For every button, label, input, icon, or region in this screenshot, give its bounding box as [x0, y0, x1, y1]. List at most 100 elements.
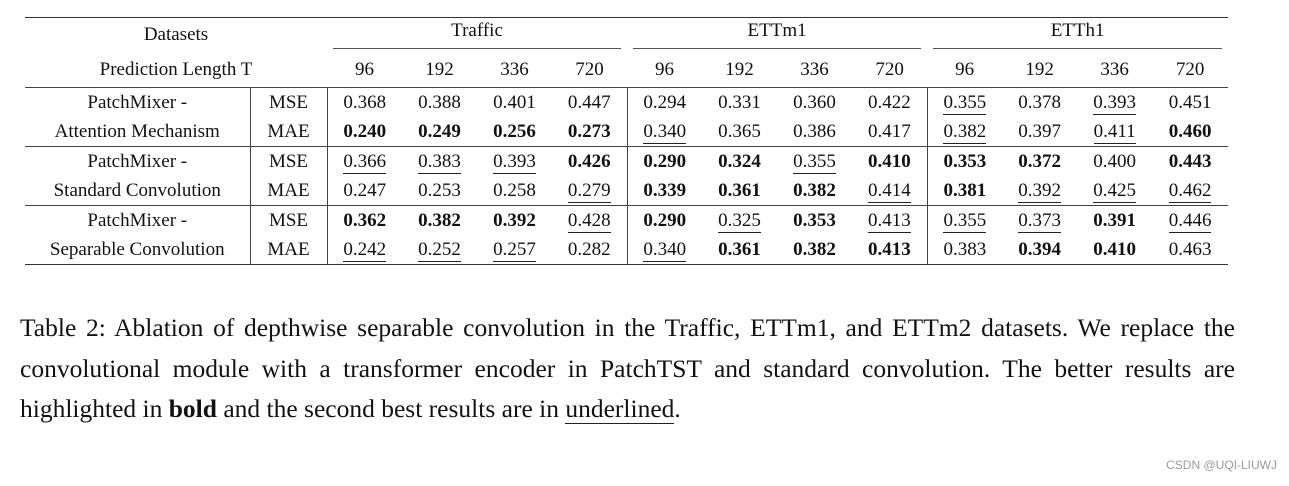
prediction-length-cell: 720	[875, 58, 904, 80]
value-text: 0.372	[1018, 151, 1061, 172]
prediction-length-cell: 720	[575, 58, 604, 80]
value-cell: 0.366	[327, 146, 402, 176]
datasets-label: Datasets	[25, 17, 327, 51]
value-cell: 0.360	[777, 87, 853, 117]
value-cell: 0.290	[627, 146, 703, 176]
value-text: 0.383	[943, 239, 987, 260]
prediction-length-cell: 720	[1175, 58, 1205, 80]
value-cell: 0.391	[1077, 205, 1153, 235]
value-cell: 0.257	[477, 235, 552, 265]
value-cell: 0.372	[1002, 146, 1078, 176]
value-text: 0.355	[943, 92, 987, 115]
value-cell: 0.382	[402, 205, 477, 235]
value-cell: 0.413	[852, 205, 928, 235]
prediction-length-cell: 96	[355, 58, 374, 80]
dataset-name-label: Traffic	[333, 21, 622, 49]
value-cell: 0.252	[402, 235, 477, 265]
value-cell: 0.258	[477, 176, 552, 206]
model-name-cell: PatchMixer -	[25, 205, 251, 235]
dataset-header-row: Datasets Traffic ETTm1 ETTh1	[25, 17, 1229, 51]
value-text: 0.397	[1018, 121, 1061, 142]
value-text: 0.242	[343, 239, 387, 262]
value-cell: 0.414	[852, 176, 928, 206]
value-text: 0.355	[793, 151, 836, 174]
value-text: 0.362	[343, 210, 387, 231]
value-text: 0.413	[867, 239, 911, 260]
value-cell: 0.382	[777, 176, 852, 206]
caption-text: .	[674, 394, 681, 423]
value-text: 0.463	[1168, 239, 1212, 260]
value-text: 0.383	[418, 151, 461, 174]
value-cell: 0.393	[1077, 87, 1153, 117]
metric-cell: MAE	[250, 117, 328, 147]
value-cell: 0.355	[927, 87, 1003, 117]
value-cell: 0.463	[1152, 235, 1229, 265]
value-text: 0.417	[867, 121, 911, 142]
dataset-name-label: ETTm1	[633, 21, 922, 49]
value-cell: 0.397	[1002, 117, 1077, 147]
value-text: 0.339	[643, 180, 687, 201]
value-text: 0.360	[793, 92, 836, 113]
value-cell: 0.240	[327, 117, 402, 147]
value-text: 0.428	[567, 210, 611, 233]
model-name-cell: Attention Mechanism	[25, 117, 251, 147]
table-caption: Table 2: Ablation of depthwise separable…	[20, 308, 1235, 430]
value-text: 0.393	[493, 151, 536, 174]
value-text: 0.273	[567, 121, 611, 142]
value-text: 0.388	[418, 92, 461, 113]
value-text: 0.252	[418, 239, 461, 262]
value-text: 0.451	[1168, 92, 1212, 113]
value-cell: 0.290	[627, 205, 703, 235]
value-cell: 0.378	[1002, 87, 1078, 117]
value-cell: 0.413	[852, 235, 928, 265]
value-text: 0.247	[343, 180, 387, 201]
value-text: 0.410	[867, 151, 911, 172]
value-cell: 0.410	[1077, 235, 1153, 265]
value-cell: 0.256	[477, 117, 552, 147]
value-text: 0.366	[343, 151, 387, 174]
dataset-name-etth1: ETTh1	[927, 17, 1229, 51]
value-text: 0.382	[793, 180, 836, 201]
value-cell: 0.383	[927, 235, 1003, 265]
value-cell: 0.381	[927, 176, 1002, 206]
metric-cell: MSE	[250, 87, 328, 117]
value-cell: 0.355	[777, 146, 853, 176]
metric-cell: MAE	[250, 235, 328, 265]
value-text: 0.460	[1168, 121, 1212, 142]
value-text: 0.410	[1093, 239, 1136, 260]
dataset-name-ettm1: ETTm1	[627, 17, 928, 51]
value-cell: 0.340	[627, 117, 702, 147]
value-text: 0.443	[1168, 151, 1212, 172]
value-cell: 0.373	[1002, 205, 1078, 235]
value-cell: 0.249	[402, 117, 477, 147]
value-cell: 0.361	[702, 235, 778, 265]
value-text: 0.253	[418, 180, 461, 201]
value-cell: 0.446	[1152, 205, 1229, 235]
results-table: Datasets Traffic ETTm1 ETTh1 Prediction …	[25, 17, 1229, 265]
value-text: 0.279	[567, 180, 611, 203]
value-text: 0.249	[418, 121, 461, 142]
value-cell: 0.462	[1152, 176, 1228, 206]
value-text: 0.462	[1168, 180, 1212, 203]
value-cell: 0.388	[402, 87, 477, 117]
value-cell: 0.425	[1077, 176, 1152, 206]
value-cell: 0.417	[852, 117, 928, 147]
value-cell: 0.428	[552, 205, 628, 235]
model-name-cell: Separable Convolution	[25, 235, 251, 265]
prediction-length-cell: 336	[500, 58, 529, 80]
value-cell: 0.394	[1002, 235, 1078, 265]
value-cell: 0.331	[702, 87, 778, 117]
table-row: PatchMixer - MSE 0.368 0.388 0.401 0.447 0.294…	[25, 87, 1229, 117]
metric-cell: MSE	[250, 205, 328, 235]
value-text: 0.290	[643, 210, 687, 231]
prediction-length-cell: 192	[425, 58, 454, 80]
value-text: 0.413	[867, 210, 911, 233]
value-cell: 0.382	[777, 235, 853, 265]
value-cell: 0.368	[327, 87, 402, 117]
value-text: 0.425	[1093, 180, 1136, 203]
value-cell: 0.392	[477, 205, 552, 235]
caption-underlined-word: underlined	[565, 394, 675, 424]
prediction-length-cell: 192	[1025, 58, 1054, 80]
value-cell: 0.365	[702, 117, 777, 147]
value-text: 0.282	[567, 239, 611, 260]
